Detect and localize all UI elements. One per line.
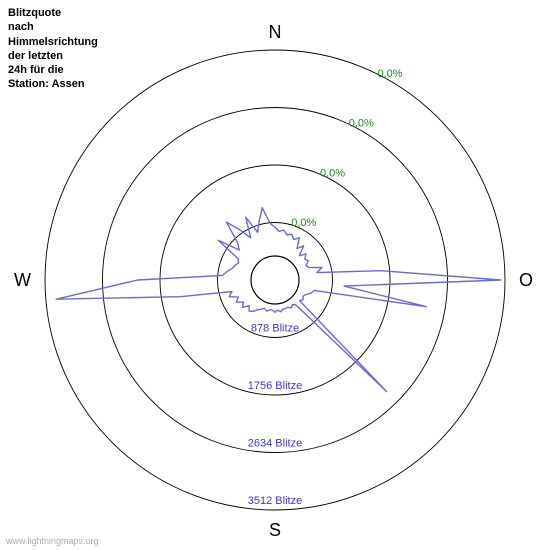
compass-e: O <box>519 270 533 290</box>
compass-s: S <box>269 520 281 540</box>
ring-label-pct: 0,0% <box>349 118 374 130</box>
footer-credit: www.lightningmaps.org <box>6 536 99 546</box>
ring-label-pct: 0,0% <box>320 167 345 179</box>
chart-title: Blitzquote nach Himmelsrichtung der letz… <box>8 6 98 92</box>
ring-label-blitze: 878 Blitze <box>251 323 299 335</box>
compass-n: N <box>269 22 282 42</box>
compass-w: W <box>14 270 31 290</box>
ring-label-blitze: 1756 Blitze <box>248 380 302 392</box>
polar-chart: 878 Blitze 1756 Blitze 2634 Blitze 3512 Bli… <box>14 22 533 540</box>
ring-labels-bottom: 878 Blitze 1756 Blitze 2634 Blitze 3512 Bli… <box>248 323 302 508</box>
ring-label-blitze: 2634 Blitze <box>248 438 302 450</box>
ring-label-pct: 0,0% <box>377 68 402 80</box>
center-hub <box>251 256 299 304</box>
ring-label-pct: 0,0% <box>291 217 316 229</box>
ring-label-blitze: 3512 Blitze <box>248 495 302 507</box>
